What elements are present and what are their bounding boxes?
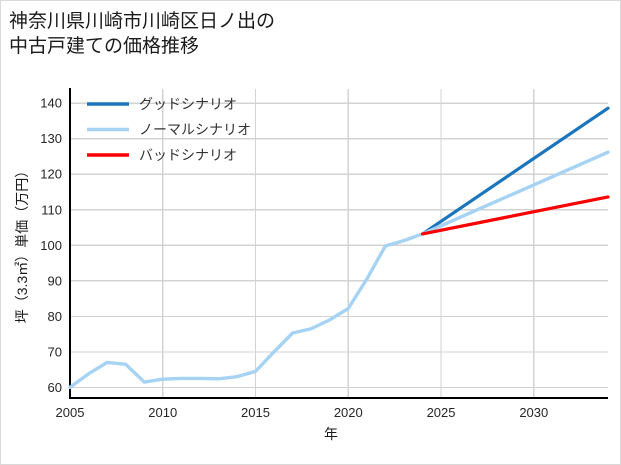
- y-axis-tick-labels: 60 70 80 90 100 110 120 130 140: [40, 96, 62, 395]
- axis-lines-group: [69, 88, 608, 399]
- series-line-bad: [420, 195, 610, 236]
- x-axis-tick-labels: 2005 2010 2015 2020 2025 2030: [56, 405, 549, 420]
- y-tick-label: 110: [41, 202, 62, 217]
- legend-label-1: ノーマルシナリオ: [139, 122, 251, 138]
- legend-label-0: グッドシナリオ: [139, 96, 237, 112]
- x-tick-label: 2025: [427, 405, 456, 420]
- y-tick-label: 90: [48, 273, 62, 288]
- y-tick-label: 130: [40, 131, 62, 146]
- axis-titles-group: 年 坪（3.3㎡）単価（万円）: [14, 164, 338, 442]
- y-tick-label: 80: [48, 309, 62, 324]
- y-tick-label: 140: [40, 96, 62, 111]
- x-axis-title: 年: [324, 426, 338, 442]
- y-tick-label: 120: [40, 167, 62, 182]
- x-tick-label: 2015: [241, 405, 270, 420]
- series-line-normal: [68, 150, 610, 390]
- legend-label-2: バッドシナリオ: [139, 147, 237, 163]
- y-tick-label: 100: [40, 238, 62, 253]
- x-tick-label: 2020: [334, 405, 363, 420]
- y-tick-label: 60: [48, 380, 62, 395]
- x-tick-label: 2030: [519, 405, 548, 420]
- y-tick-label: 70: [48, 344, 62, 359]
- x-tick-label: 2005: [56, 405, 85, 420]
- series-line-good: [420, 106, 610, 236]
- series-lines-group: [68, 106, 610, 390]
- chart-title: 神奈川県川崎市川崎区日ノ出の 中古戸建ての価格推移: [9, 11, 276, 58]
- x-tick-label: 2010: [148, 405, 177, 420]
- y-axis-title: 坪（3.3㎡）単価（万円）: [14, 164, 30, 323]
